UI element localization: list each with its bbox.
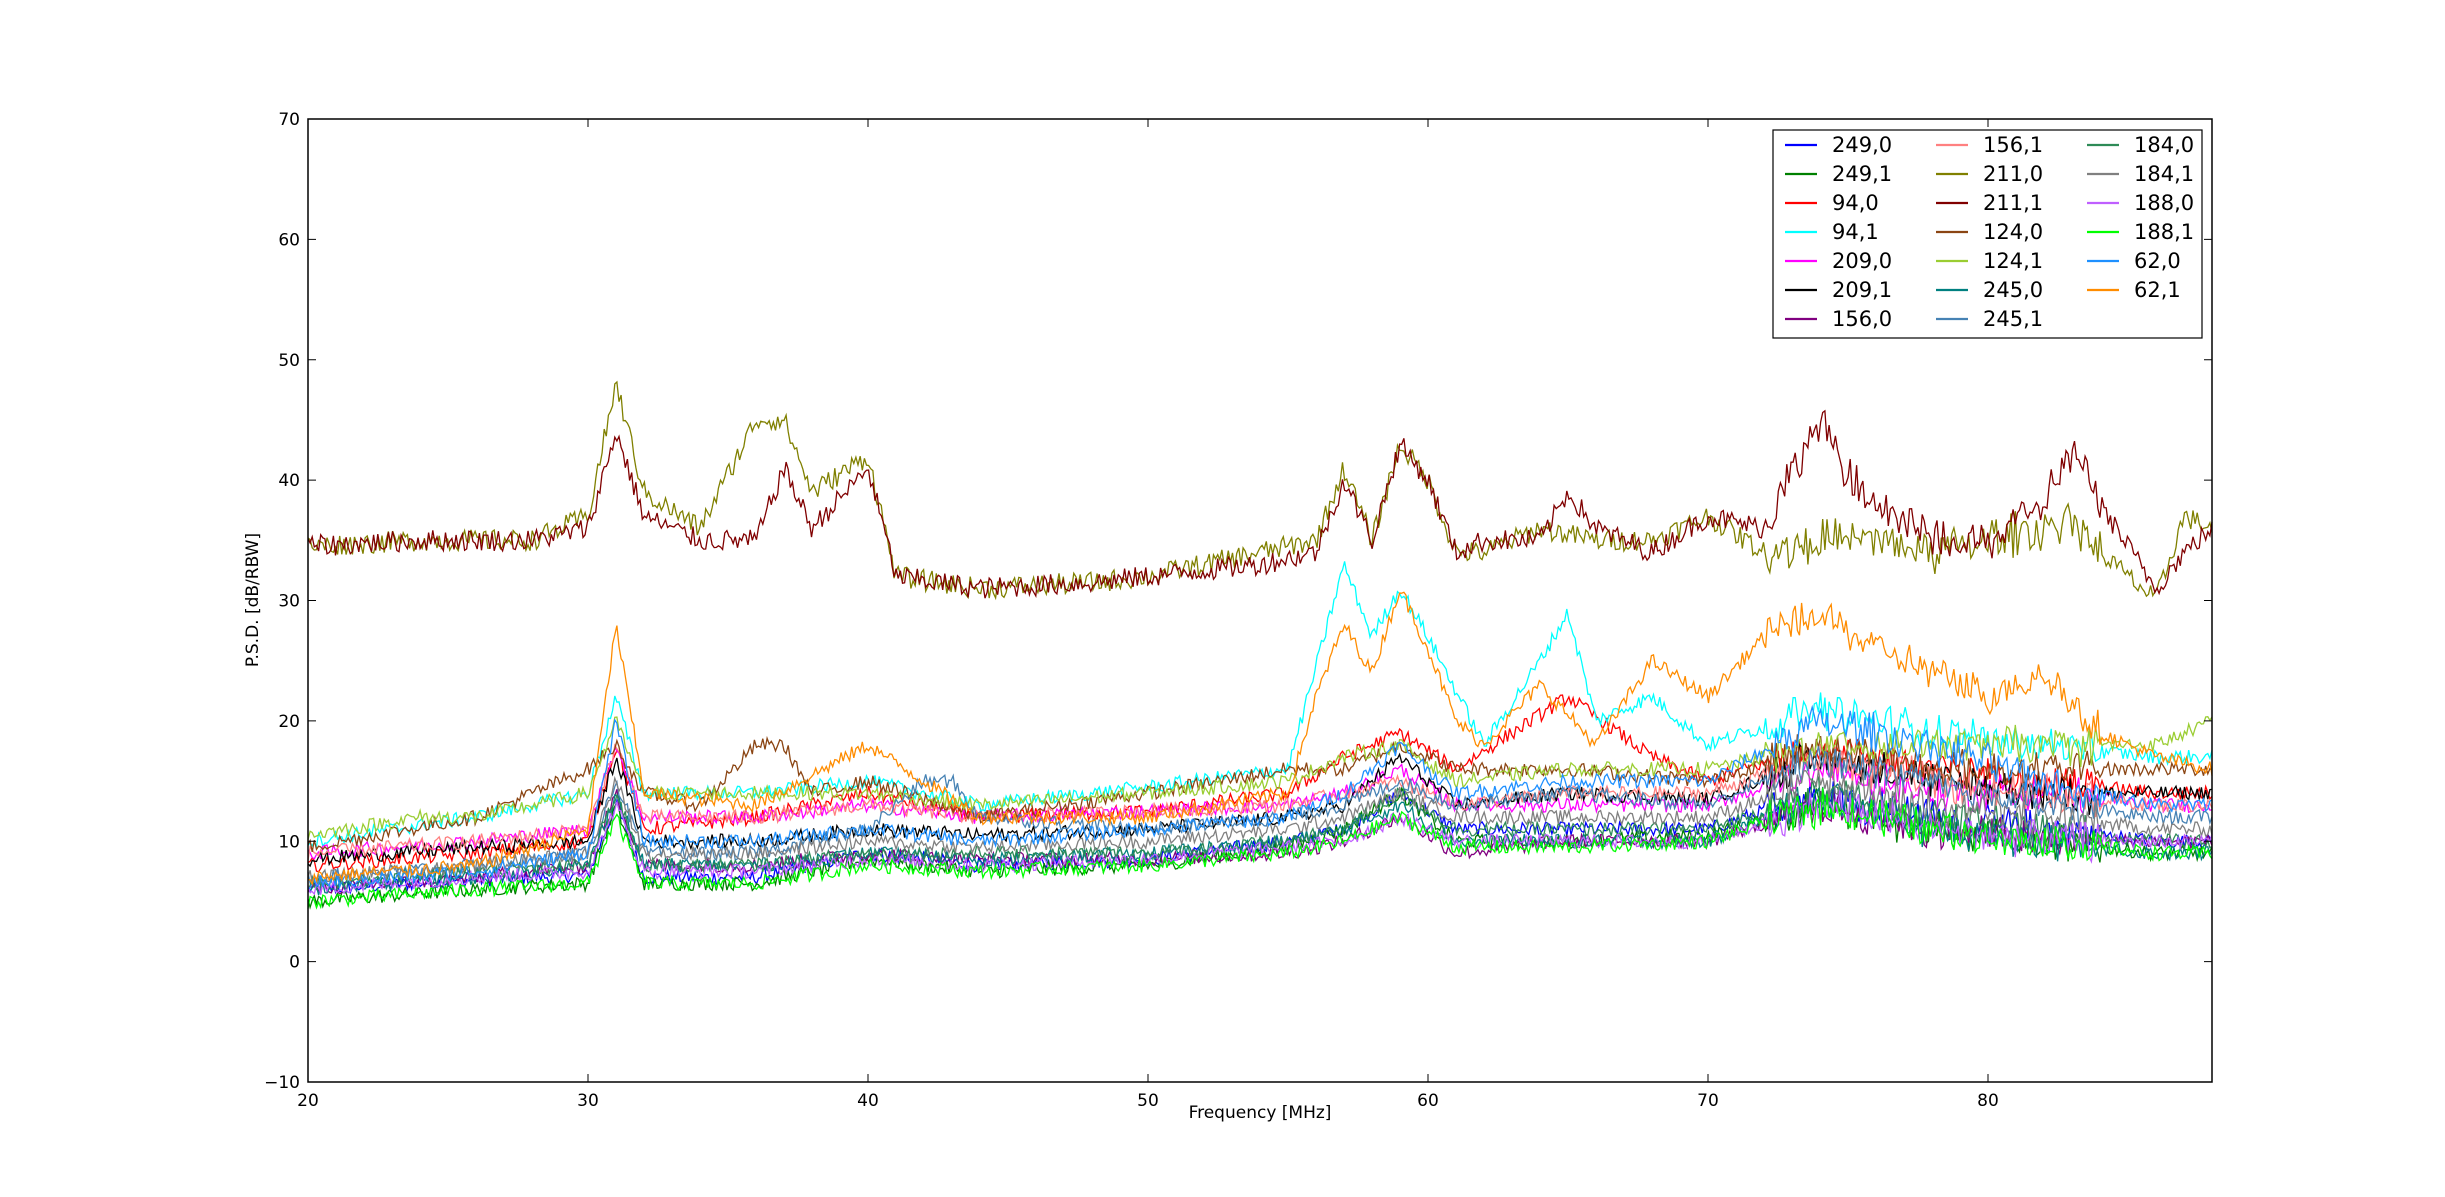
- legend-entry: 249,1: [1832, 162, 1892, 186]
- x-tick-label: 30: [577, 1091, 599, 1111]
- legend-entry: 188,0: [2134, 191, 2194, 215]
- legend-box: [1772, 129, 2203, 339]
- legend-entry: 62,1: [2134, 278, 2181, 302]
- legend-entry: 211,1: [1983, 191, 2043, 215]
- y-tick-label: 20: [278, 712, 300, 732]
- y-tick-label: −10: [264, 1073, 300, 1093]
- series-line-124-1: [307, 715, 2213, 840]
- x-tick-label: 20: [297, 1091, 319, 1111]
- legend: 249,0 249,1 94,0 94,1 209,0 209,1 156,0 156,1 21…: [1772, 129, 2203, 339]
- legend-entry: 188,1: [2134, 220, 2194, 244]
- ticks-layer: 20 30 40 50 60 70 80 −10 0 10 20 30 40 50 60 70: [264, 110, 2212, 1111]
- series-layer: [307, 380, 2213, 910]
- series-line-184-1: [307, 766, 2213, 885]
- y-tick-label: 60: [278, 230, 300, 250]
- y-tick-label: 10: [278, 832, 300, 852]
- series-line-188-0: [307, 790, 2213, 896]
- x-tick-label: 40: [857, 1091, 879, 1111]
- legend-entry: 245,1: [1983, 307, 2043, 331]
- y-tick-label: 40: [278, 471, 300, 491]
- series-line-62-1: [307, 591, 2213, 887]
- legend-entry: 211,0: [1983, 162, 2043, 186]
- y-axis-label: P.S.D. [dB/RBW]: [243, 533, 263, 667]
- y-tick-label: 70: [278, 110, 300, 130]
- legend-entry: 62,0: [2134, 249, 2181, 273]
- y-tick-label: 50: [278, 351, 300, 371]
- legend-entry: 124,0: [1983, 220, 2043, 244]
- legend-entry: 94,1: [1832, 220, 1879, 244]
- legend-entry: 184,1: [2134, 162, 2194, 186]
- x-tick-label: 50: [1137, 1091, 1159, 1111]
- y-tick-label: 30: [278, 592, 300, 612]
- series-line-209-0: [307, 745, 2213, 860]
- legend-entry: 209,0: [1832, 249, 1892, 273]
- series-line-188-1: [307, 788, 2213, 910]
- legend-entry: 94,0: [1832, 191, 1879, 215]
- legend-entry: 124,1: [1983, 249, 2043, 273]
- x-tick-label: 70: [1697, 1091, 1719, 1111]
- x-tick-label: 80: [1977, 1091, 1999, 1111]
- legend-entry: 156,0: [1832, 307, 1892, 331]
- y-tick-label: 0: [289, 953, 300, 973]
- series-line-211-1: [307, 409, 2213, 599]
- legend-entry: 249,0: [1832, 133, 1892, 157]
- series-line-211-0: [307, 380, 2213, 601]
- x-tick-label: 60: [1417, 1091, 1439, 1111]
- legend-entry: 184,0: [2134, 133, 2194, 157]
- x-axis-label: Frequency [MHz]: [1189, 1103, 1332, 1123]
- series-line-245-1: [307, 746, 2213, 884]
- legend-entry: 209,1: [1832, 278, 1892, 302]
- series-line-184-0: [307, 776, 2213, 891]
- legend-entry: 156,1: [1983, 133, 2043, 157]
- series-line-62-0: [307, 704, 2213, 890]
- legend-entry: 245,0: [1983, 278, 2043, 302]
